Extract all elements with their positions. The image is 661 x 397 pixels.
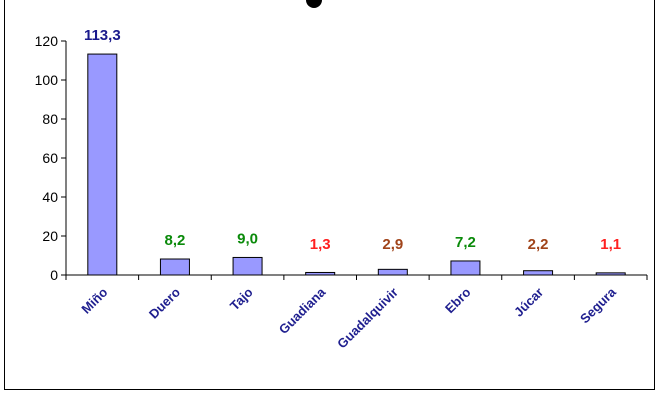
data-label: 1,1 bbox=[600, 236, 621, 253]
x-axis: Miño Duero Tajo Guadiana Guadalquivir Ebro Júc… bbox=[65, 274, 648, 352]
bar-guadiana bbox=[305, 271, 336, 276]
y-axis: 0 20 40 60 80 100 120 bbox=[35, 33, 67, 283]
data-label: 113,3 bbox=[84, 27, 121, 44]
x-category-label: Segura bbox=[577, 284, 619, 326]
bar-ebro bbox=[450, 260, 481, 276]
data-label: 1,3 bbox=[310, 236, 331, 253]
bar-miño bbox=[87, 53, 118, 276]
data-label: 9,0 bbox=[237, 230, 258, 247]
y-tick-label: 20 bbox=[42, 228, 58, 244]
bar-tajo bbox=[232, 256, 263, 276]
bars bbox=[87, 53, 626, 276]
title-fragment-mark bbox=[306, 0, 322, 8]
y-tick-label: 0 bbox=[50, 267, 58, 283]
x-category-label: Guadiana bbox=[276, 284, 329, 337]
data-label: 7,2 bbox=[455, 234, 476, 251]
data-label: 2,9 bbox=[382, 236, 403, 253]
x-category-label: Ebro bbox=[442, 284, 474, 316]
data-labels: 113,3 8,2 9,0 1,3 2,9 7,2 2,2 1,1 bbox=[84, 27, 621, 253]
x-category-label: Tajo bbox=[227, 284, 256, 313]
y-tick-label: 100 bbox=[35, 72, 59, 88]
bar-duero bbox=[159, 258, 190, 276]
bar-guadalquivir bbox=[377, 268, 408, 276]
bar-júcar bbox=[523, 270, 554, 276]
y-tick-label: 80 bbox=[42, 111, 58, 127]
y-tick-label: 120 bbox=[35, 33, 59, 49]
x-category-label: Guadalquivir bbox=[334, 285, 401, 352]
x-category-label: Miño bbox=[78, 284, 110, 316]
x-category-label: Júcar bbox=[511, 285, 546, 320]
data-label: 8,2 bbox=[165, 232, 186, 249]
y-tick-label: 40 bbox=[42, 189, 58, 205]
data-label: 2,2 bbox=[528, 236, 549, 253]
y-tick-label: 60 bbox=[42, 150, 58, 166]
x-category-label: Duero bbox=[146, 284, 183, 321]
bar-segura bbox=[595, 272, 626, 276]
